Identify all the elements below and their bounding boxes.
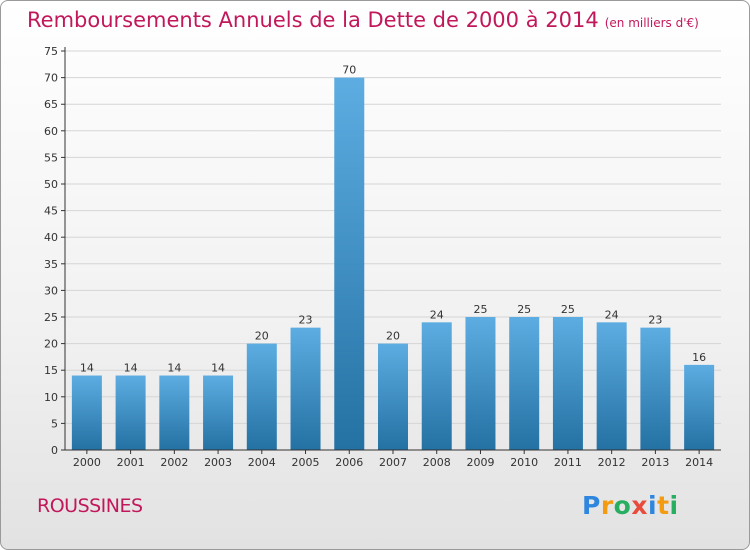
logo-letter: i — [669, 491, 679, 520]
bar — [290, 327, 321, 450]
value-label: 14 — [80, 362, 94, 375]
x-tick-label: 2006 — [335, 456, 363, 469]
x-tick-label: 2002 — [160, 456, 188, 469]
x-tick-label: 2013 — [641, 456, 669, 469]
bar — [509, 317, 540, 450]
y-tick-label: 70 — [44, 72, 58, 85]
y-tick-label: 25 — [44, 311, 58, 324]
x-tick-label: 2005 — [292, 456, 320, 469]
value-label: 14 — [124, 362, 138, 375]
labels-layer: 2000 14 2001 14 2002 14 2003 14 2004 20 2005 23 2006… — [73, 64, 713, 469]
x-tick-label: 2004 — [248, 456, 276, 469]
chart-subtitle: (en milliers d'€) — [604, 16, 699, 30]
bar — [552, 317, 583, 450]
x-tick-label: 2014 — [685, 456, 713, 469]
logo-letter: t — [657, 491, 670, 520]
logo-letter: r — [600, 491, 614, 520]
proxiti-logo: Proxiti — [582, 491, 679, 520]
y-tick-label: 15 — [44, 364, 58, 377]
y-tick-label: 55 — [44, 151, 58, 164]
chart-title-text: Remboursements Annuels de la Dette de 20… — [27, 8, 599, 32]
y-tick-label: 30 — [44, 284, 58, 297]
bar — [203, 375, 234, 450]
bar — [378, 343, 408, 450]
bar — [246, 343, 277, 450]
bar — [684, 364, 715, 450]
y-tick-label: 75 — [44, 45, 58, 58]
x-tick-label: 2001 — [117, 456, 145, 469]
y-tick-label: 5 — [51, 417, 58, 430]
bar — [421, 322, 452, 450]
y-tick-label: 40 — [44, 231, 58, 244]
x-tick-label: 2009 — [466, 456, 494, 469]
value-label: 20 — [255, 330, 269, 343]
value-label: 23 — [299, 314, 313, 327]
bar — [159, 375, 190, 450]
x-tick-label: 2008 — [423, 456, 451, 469]
value-label: 14 — [211, 362, 225, 375]
x-tick-label: 2003 — [204, 456, 232, 469]
chart-title: Remboursements Annuels de la Dette de 20… — [27, 8, 699, 32]
bar — [596, 322, 627, 450]
value-label: 14 — [167, 362, 181, 375]
bar — [334, 77, 365, 450]
y-tick-label: 0 — [51, 444, 58, 457]
logo-letter: o — [613, 491, 632, 520]
value-label: 25 — [561, 303, 575, 316]
value-label: 23 — [648, 314, 662, 327]
logo-letter: x — [631, 491, 648, 520]
y-tick-label: 60 — [44, 125, 58, 138]
value-label: 24 — [430, 308, 444, 321]
y-tick-label: 35 — [44, 258, 58, 271]
bar — [115, 375, 146, 450]
value-label: 70 — [342, 64, 356, 77]
bars-layer — [71, 77, 715, 450]
x-tick-label: 2011 — [554, 456, 582, 469]
bar — [640, 327, 671, 450]
x-tick-label: 2012 — [598, 456, 626, 469]
logo-letter: P — [582, 491, 601, 520]
bar — [71, 375, 102, 450]
commune-name: ROUSSINES — [37, 495, 143, 517]
value-label: 16 — [692, 351, 706, 364]
value-label: 20 — [386, 330, 400, 343]
value-label: 25 — [517, 303, 531, 316]
value-label: 25 — [473, 303, 487, 316]
x-tick-label: 2007 — [379, 456, 407, 469]
y-tick-label: 65 — [44, 98, 58, 111]
bar — [465, 317, 496, 450]
y-tick-label: 20 — [44, 338, 58, 351]
y-tick-label: 10 — [44, 391, 58, 404]
y-tick-label: 50 — [44, 178, 58, 191]
x-tick-label: 2000 — [73, 456, 101, 469]
x-tick-label: 2010 — [510, 456, 538, 469]
axis-layer: 0 5 10 15 20 25 30 35 40 45 50 55 60 65 70 75 — [44, 45, 721, 457]
y-tick-label: 45 — [44, 205, 58, 218]
value-label: 24 — [605, 308, 619, 321]
logo-letter: i — [648, 491, 658, 520]
